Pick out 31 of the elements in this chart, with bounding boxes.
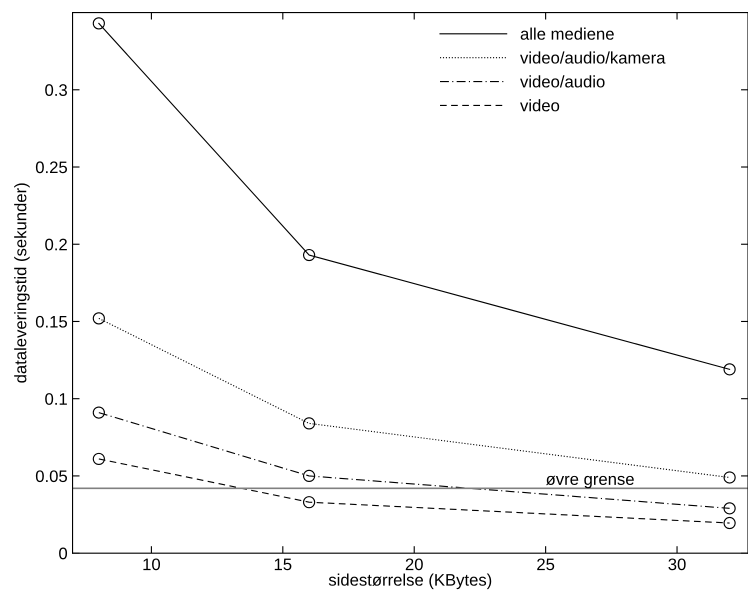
legend-label: video/audio (520, 75, 605, 88)
x-tick-label: 15 (274, 558, 292, 570)
legend-label: alle mediene (520, 28, 614, 40)
point (302, 417, 316, 430)
legend-label: video (520, 99, 560, 112)
y-axis-title: dataleveringstid (sekunder) (14, 183, 30, 383)
legend-label: video/audio/kamera (520, 51, 666, 64)
y-tick-label: 0.25 (36, 161, 67, 174)
x-tick-label: 25 (537, 558, 554, 570)
ref-line-label: øvre grense (546, 476, 634, 488)
y-tick-label: 0.2 (45, 238, 67, 250)
x-tick-label: 30 (668, 558, 686, 570)
x-tick-label: 20 (406, 558, 423, 570)
y-tick-label: 0.15 (36, 316, 67, 328)
point (723, 471, 736, 484)
point (92, 312, 105, 324)
point (723, 516, 736, 530)
x-tick-label: 10 (143, 558, 160, 570)
point (92, 406, 105, 419)
point (723, 363, 736, 376)
y-tick-label: 0.05 (36, 470, 67, 482)
y-tick-label: 0.1 (45, 393, 67, 405)
x-axis-title: sidestørrelse (KBytes) (328, 574, 492, 590)
point (302, 496, 316, 508)
point (302, 248, 316, 262)
point (302, 470, 316, 482)
point (92, 452, 105, 466)
y-tick-label: 0.3 (45, 84, 67, 96)
point (723, 502, 736, 514)
y-tick-label: 0 (59, 548, 68, 560)
point (92, 17, 105, 30)
